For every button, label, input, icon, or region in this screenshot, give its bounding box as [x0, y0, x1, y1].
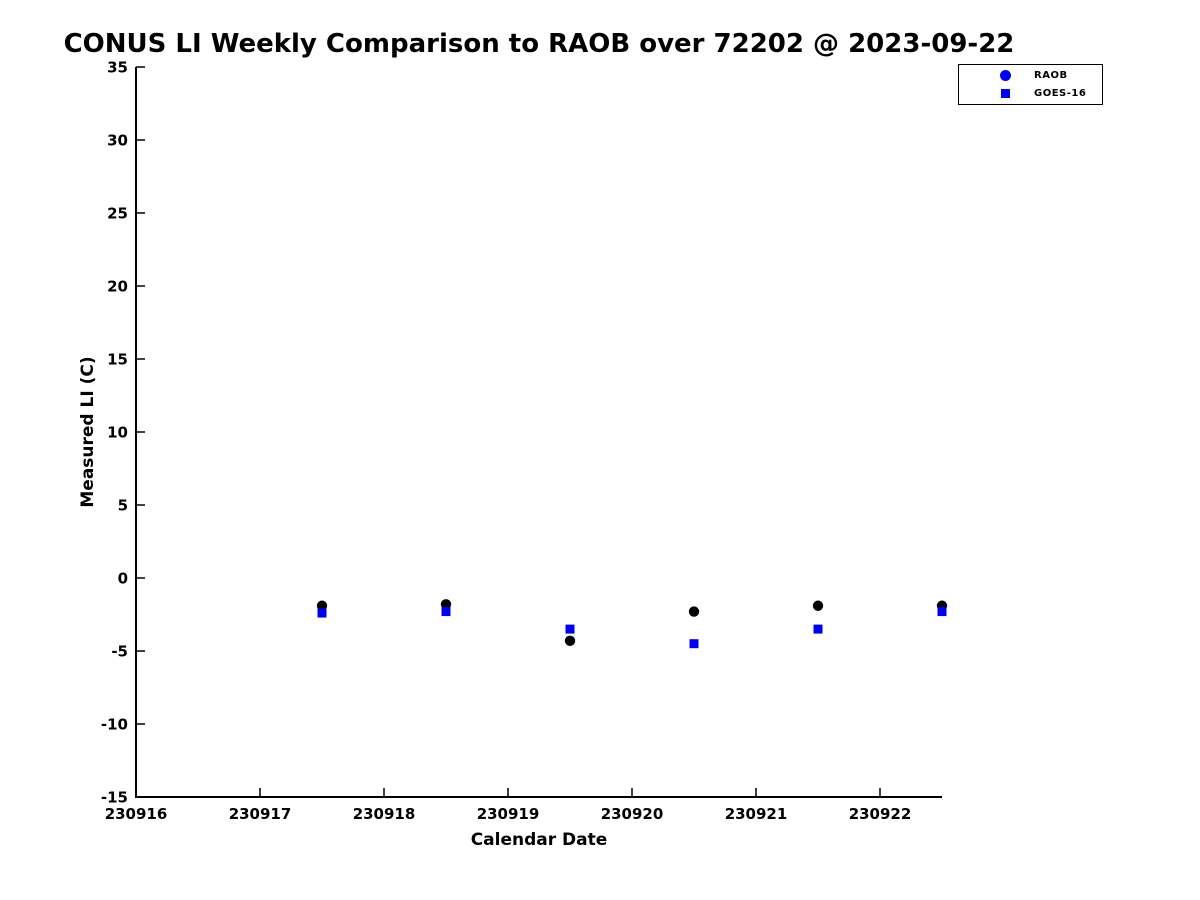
y-tick-label: 15: [107, 351, 128, 369]
chart-title: CONUS LI Weekly Comparison to RAOB over …: [63, 29, 1015, 59]
goes16-marker: [813, 624, 823, 634]
y-tick-label: 25: [107, 205, 128, 223]
x-tick-label: 230922: [849, 805, 912, 823]
square-marker-icon: [1001, 89, 1010, 98]
legend-row-raob: RAOB: [959, 67, 1102, 85]
x-tick-label: 230920: [601, 805, 664, 823]
y-tick-label: -5: [111, 643, 128, 661]
y-tick-label: -15: [101, 789, 128, 807]
x-tick-label: 230918: [353, 805, 416, 823]
legend-label-goes16: GOES-16: [1034, 88, 1087, 99]
x-tick-label: 230917: [229, 805, 292, 823]
y-tick-label: 30: [107, 132, 128, 150]
x-tick-label: 230921: [725, 805, 788, 823]
y-axis-label: Measured LI (C): [78, 356, 98, 508]
raob-marker: [564, 635, 576, 646]
goes16-marker: [565, 624, 575, 634]
y-tick-label: 5: [118, 497, 128, 515]
raob-legend-marker-icon: [999, 70, 1012, 81]
raob-marker: [316, 600, 328, 611]
x-axis-label: Calendar Date: [470, 830, 608, 850]
raob-marker: [440, 599, 452, 610]
legend-row-goes16: GOES-16: [959, 85, 1102, 103]
raob-marker: [812, 600, 824, 611]
legend: RAOB GOES-16: [958, 64, 1103, 105]
y-tick-label: 10: [107, 424, 128, 442]
y-tick-label: 0: [118, 570, 128, 588]
y-tick-label: 20: [107, 278, 128, 296]
y-tick-label: 35: [107, 59, 128, 77]
goes16-marker: [317, 608, 327, 618]
circle-marker-icon: [1000, 70, 1011, 81]
goes16-marker: [689, 639, 699, 649]
x-tick-label: 230919: [477, 805, 540, 823]
goes16-marker: [441, 607, 451, 617]
x-tick-label: 230916: [105, 805, 168, 823]
goes16-marker: [937, 607, 947, 617]
raob-marker: [688, 606, 700, 617]
goes16-legend-marker-icon: [999, 89, 1012, 98]
legend-label-raob: RAOB: [1034, 70, 1068, 81]
y-tick-label: -10: [101, 716, 128, 734]
